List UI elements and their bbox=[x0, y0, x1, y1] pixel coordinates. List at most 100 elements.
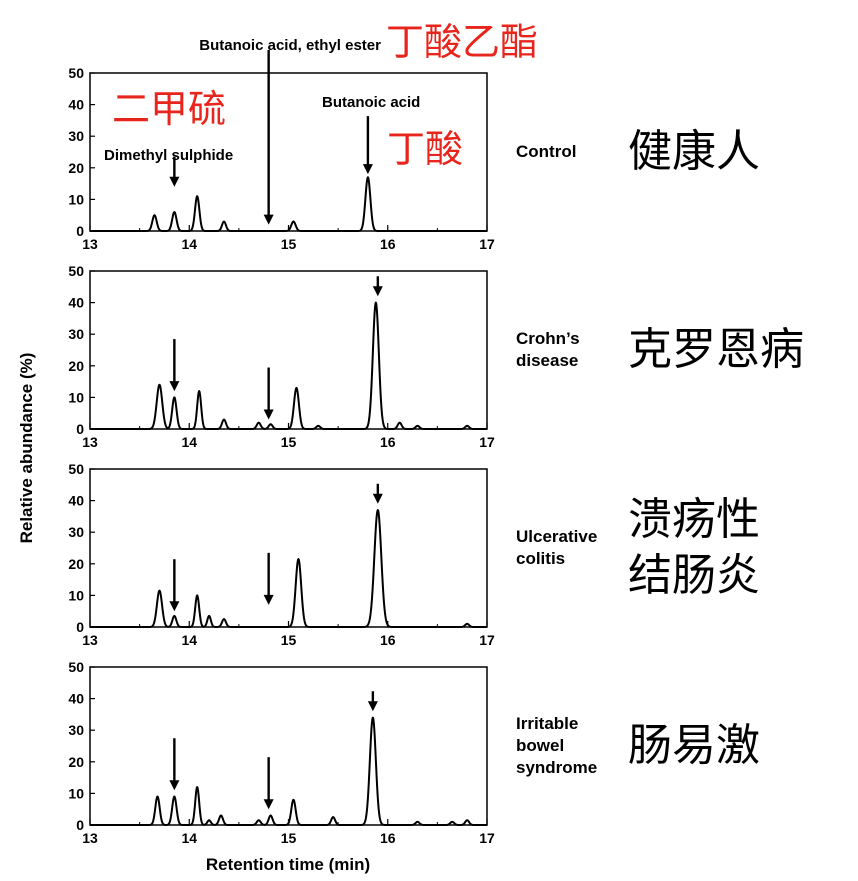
panel-label-en: disease bbox=[516, 351, 578, 370]
peak-point bbox=[173, 615, 176, 617]
panel-label-en: colitis bbox=[516, 549, 565, 568]
peak-point bbox=[153, 214, 156, 216]
panel-label-zh: 肠易激 bbox=[628, 720, 760, 771]
peak-point bbox=[416, 425, 419, 427]
panel-label-en: Irritable bbox=[516, 714, 578, 733]
peak-arrow-head bbox=[362, 164, 373, 175]
y-tick-label: 50 bbox=[68, 461, 84, 477]
butanoic-acid-zh-label: 丁酸 bbox=[387, 127, 463, 171]
peak-point bbox=[377, 509, 379, 511]
peak-arrow-head bbox=[263, 799, 274, 810]
y-tick-label: 10 bbox=[68, 191, 84, 207]
peak-point bbox=[223, 618, 225, 620]
peak-arrow-head bbox=[372, 286, 383, 297]
panel-label-en: Control bbox=[516, 142, 576, 161]
y-tick-label: 0 bbox=[76, 223, 84, 239]
y-tick-label: 30 bbox=[68, 722, 84, 738]
peak-point bbox=[466, 819, 468, 822]
y-tick-label: 50 bbox=[68, 263, 84, 279]
panel-label-en: syndrome bbox=[516, 758, 597, 777]
y-tick-label: 50 bbox=[68, 65, 84, 81]
plot-frame bbox=[89, 270, 488, 430]
x-tick-label: 17 bbox=[479, 434, 495, 450]
peak-point bbox=[269, 814, 272, 817]
peak-point bbox=[375, 301, 377, 304]
peak-point bbox=[372, 716, 374, 719]
x-tick-label: 13 bbox=[82, 632, 98, 648]
peak-point bbox=[158, 589, 161, 592]
ethyl-butanoate-zh-label: 丁酸乙酯 bbox=[386, 20, 538, 64]
panel-label-zh: 溃疡性 bbox=[628, 494, 760, 545]
peak-point bbox=[257, 421, 260, 424]
peak-point bbox=[173, 211, 176, 213]
peak-point bbox=[196, 594, 198, 597]
peak-point bbox=[257, 819, 260, 822]
panel-label-en: Ulcerative bbox=[516, 527, 597, 546]
butanoic-acid-label: Butanoic acid bbox=[322, 94, 420, 111]
peak-point bbox=[223, 220, 225, 223]
chromatogram-trace bbox=[89, 509, 488, 628]
x-tick-label: 17 bbox=[479, 236, 495, 252]
panel-4: 0 10 20 30 40 50 13 14 15 16 17 Irritable bowel syndr… bbox=[68, 659, 760, 846]
panel-label-en: bowel bbox=[516, 736, 564, 755]
x-tick-label: 16 bbox=[380, 632, 396, 648]
x-tick-label: 13 bbox=[82, 236, 98, 252]
peak-point bbox=[173, 795, 176, 798]
y-tick-label: 20 bbox=[68, 358, 84, 374]
peak-point bbox=[297, 558, 300, 560]
y-tick-label: 10 bbox=[68, 389, 84, 405]
peak-point bbox=[198, 390, 200, 392]
x-tick-label: 15 bbox=[281, 236, 297, 252]
peak-point bbox=[466, 623, 468, 625]
peak-arrow-head bbox=[169, 381, 180, 392]
x-tick-label: 16 bbox=[380, 434, 396, 450]
peak-point bbox=[196, 786, 198, 788]
peak-arrow-head bbox=[169, 601, 180, 612]
y-axis-label: Relative abundance (%) bbox=[17, 353, 36, 544]
y-tick-label: 30 bbox=[68, 326, 84, 342]
x-tick-label: 14 bbox=[181, 434, 197, 450]
x-tick-label: 17 bbox=[479, 830, 495, 846]
ethyl-butanoate-label: Butanoic acid, ethyl ester bbox=[199, 37, 381, 54]
peak-arrow-head bbox=[372, 493, 383, 504]
y-tick-label: 40 bbox=[68, 493, 84, 509]
dimethyl-sulphide-zh-label: 二甲硫 bbox=[112, 87, 226, 131]
peak-arrow-head bbox=[169, 780, 180, 791]
y-tick-label: 10 bbox=[68, 587, 84, 603]
chromatogram-panels: 0 10 20 30 40 50 13 14 15 16 17 Control 健康人 0 10 20 30 40… bbox=[68, 50, 804, 846]
peak-point bbox=[220, 814, 222, 817]
peak-point bbox=[466, 425, 468, 427]
y-tick-label: 40 bbox=[68, 97, 84, 113]
chromatogram-trace bbox=[89, 716, 488, 826]
panel-2: 0 10 20 30 40 50 13 14 15 16 17 Crohn’s disease 克罗恩病 bbox=[68, 263, 804, 450]
peak-point bbox=[416, 821, 419, 823]
panel-label-zh: 结肠炎 bbox=[628, 550, 760, 601]
peak-point bbox=[223, 418, 225, 421]
peak-point bbox=[367, 176, 369, 179]
peak-arrow-head bbox=[263, 409, 274, 420]
x-tick-label: 17 bbox=[479, 632, 495, 648]
y-tick-label: 40 bbox=[68, 691, 84, 707]
peak-point bbox=[398, 421, 401, 424]
plot-frame bbox=[89, 666, 488, 826]
y-tick-label: 20 bbox=[68, 160, 84, 176]
peak-point bbox=[451, 821, 454, 823]
peak-annotations: Dimethyl sulphide 二甲硫 Butanoic acid, ethyl… bbox=[104, 20, 538, 171]
peak-point bbox=[156, 795, 159, 798]
panel-1: 0 10 20 30 40 50 13 14 15 16 17 Control 健康人 bbox=[68, 50, 760, 252]
peak-point bbox=[295, 387, 298, 389]
x-tick-label: 16 bbox=[380, 830, 396, 846]
panel-label-en: Crohn’s bbox=[516, 329, 580, 348]
x-tick-label: 16 bbox=[380, 236, 396, 252]
y-tick-label: 0 bbox=[76, 619, 84, 635]
y-tick-label: 30 bbox=[68, 524, 84, 540]
chromatogram-trace bbox=[89, 176, 488, 232]
x-tick-label: 14 bbox=[181, 632, 197, 648]
y-tick-label: 50 bbox=[68, 659, 84, 675]
y-tick-label: 20 bbox=[68, 556, 84, 572]
peak-point bbox=[173, 396, 176, 399]
x-tick-label: 13 bbox=[82, 830, 98, 846]
peak-point bbox=[317, 425, 320, 427]
x-tick-label: 15 bbox=[281, 830, 297, 846]
